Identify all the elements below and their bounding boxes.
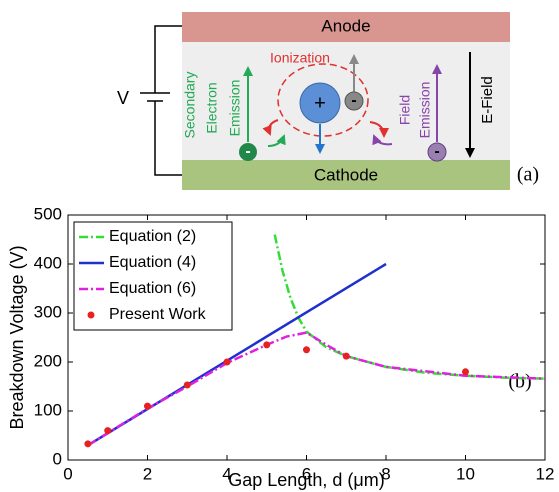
field-label: Emission	[417, 82, 433, 139]
diagram: Anode Cathode V Ionization + - - - E-Fie…	[117, 12, 539, 190]
field-label: Field	[397, 95, 413, 125]
y-tick-label: 400	[34, 253, 62, 272]
legend-label: Equation (2)	[109, 228, 196, 245]
efield-label: E-Field	[479, 76, 496, 124]
data-point	[184, 382, 191, 389]
legend-label: Present Work	[109, 306, 207, 323]
data-point	[343, 353, 350, 360]
figure: Anode Cathode V Ionization + - - - E-Fie…	[0, 0, 559, 492]
data-point	[303, 346, 310, 353]
data-point	[144, 403, 151, 410]
data-point	[462, 368, 469, 375]
legend-label: Equation (6)	[109, 280, 196, 297]
y-tick-label: 200	[34, 351, 62, 370]
voltage-label: V	[117, 88, 129, 108]
x-tick-label: 10	[456, 464, 475, 483]
field-sign: -	[434, 143, 439, 160]
y-tick-label: 100	[34, 400, 62, 419]
data-point	[263, 341, 270, 348]
y-tick-label: 0	[53, 449, 62, 468]
legend-swatch	[88, 312, 95, 319]
x-tick-label: 2	[143, 464, 152, 483]
secondary-label: Electron	[204, 82, 220, 133]
legend-label: Equation (4)	[109, 254, 196, 271]
legend: Equation (2) Equation (4) Equation (6) Pres…	[74, 222, 232, 330]
x-tick-label: 0	[63, 464, 72, 483]
anode-label: Anode	[321, 16, 370, 35]
data-point	[224, 359, 231, 366]
secondary-label: Secondary	[182, 72, 198, 139]
y-tick-label: 500	[34, 204, 62, 223]
cathode-label: Cathode	[314, 165, 378, 184]
y-axis-title: Breakdown Voltage (V)	[7, 245, 27, 429]
circuit	[140, 26, 182, 175]
secondary-label: Emission	[227, 80, 243, 137]
ionization-label: Ionization	[270, 50, 330, 66]
ion-sign: +	[314, 92, 326, 114]
series-line	[88, 333, 545, 446]
y-tick-label: 300	[34, 302, 62, 321]
data-point	[84, 440, 91, 447]
secondary-sign: -	[245, 143, 250, 160]
data-point	[104, 427, 111, 434]
electron-sign: -	[351, 92, 356, 109]
panel-label: (b)	[508, 371, 531, 393]
x-axis-title: Gap Length, d (μm)	[228, 470, 384, 490]
panel-label: (a)	[517, 164, 539, 186]
x-tick-label: 12	[536, 464, 555, 483]
